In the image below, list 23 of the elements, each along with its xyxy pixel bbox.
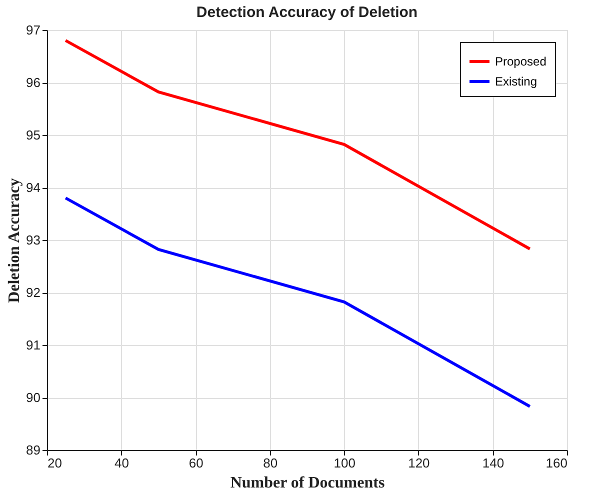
y-tick-label: 94 bbox=[26, 180, 40, 195]
x-tick-label: 120 bbox=[408, 456, 430, 470]
legend-label: Proposed bbox=[495, 54, 546, 68]
y-tick-label: 96 bbox=[26, 75, 40, 90]
legend-label: Existing bbox=[495, 74, 538, 88]
y-tick-label: 95 bbox=[26, 128, 40, 142]
x-tick-label: 80 bbox=[263, 456, 278, 470]
x-tick-label: 160 bbox=[546, 456, 568, 470]
x-axis-title: Number of Documents bbox=[230, 474, 385, 492]
y-tick-label: 90 bbox=[26, 390, 40, 405]
y-axis-title: Deletion Accuracy bbox=[6, 178, 24, 303]
x-tick-label: 40 bbox=[114, 456, 130, 470]
x-tick-label: 20 bbox=[48, 456, 62, 470]
y-tick-label: 93 bbox=[26, 232, 40, 248]
y-tick-label: 92 bbox=[26, 285, 40, 300]
chart-title: Detection Accuracy of Deletion bbox=[196, 4, 418, 21]
y-tick-label: 89 bbox=[26, 442, 40, 458]
x-tick-label: 100 bbox=[334, 456, 356, 470]
x-tick-label: 140 bbox=[482, 456, 504, 470]
x-tick-label: 60 bbox=[188, 456, 204, 470]
y-tick-label: 97 bbox=[26, 22, 40, 38]
y-tick-label: 91 bbox=[26, 338, 40, 352]
line-series bbox=[64, 196, 532, 408]
